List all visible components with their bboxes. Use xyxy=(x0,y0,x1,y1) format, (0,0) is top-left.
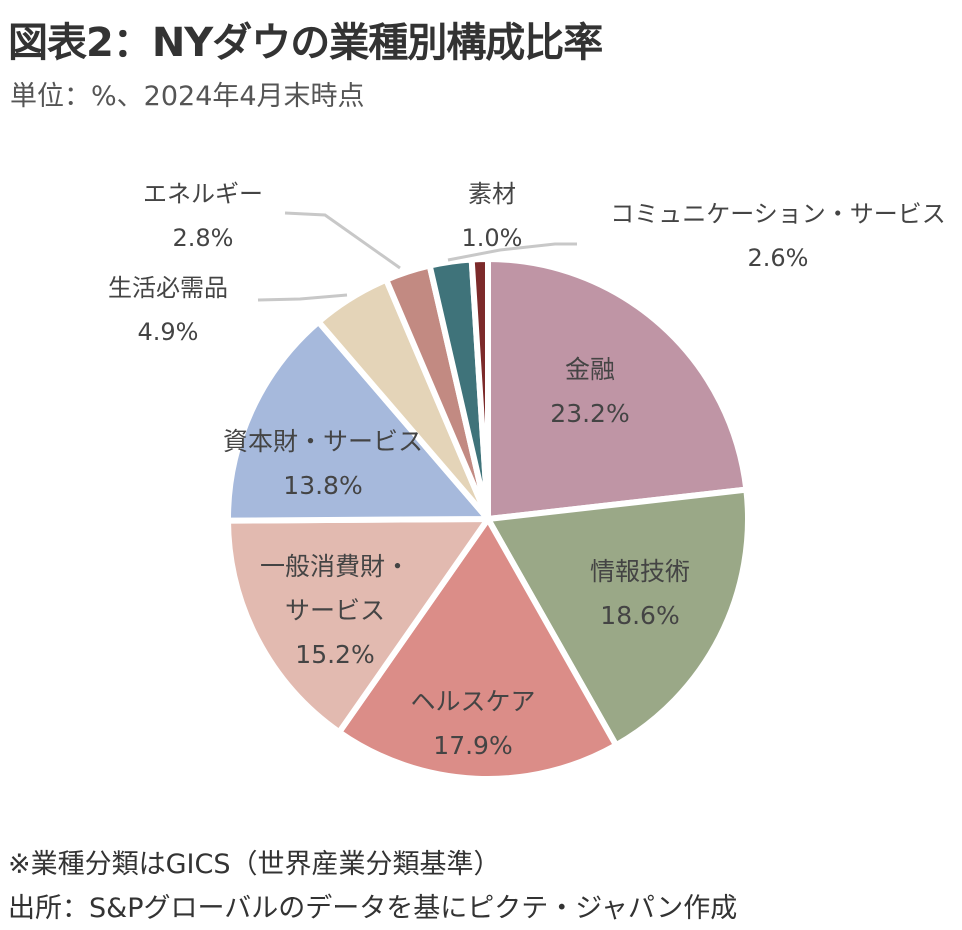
leader-line-comm xyxy=(447,242,577,262)
pie-slice-3 xyxy=(225,516,491,736)
slice-label-it: 情報技術 18.6% xyxy=(589,557,691,630)
pie-slice-0 xyxy=(485,256,750,522)
footnote-source: 出所：S&Pグローバルのデータを基にピクテ・ジャパン作成 xyxy=(8,893,738,924)
chart-subtitle: 単位：%、2024年4月末時点 xyxy=(10,81,365,112)
slice-label-consumer-disc: 一般消費財・ サービス 15.2% xyxy=(259,552,411,669)
slice-label-energy: エネルギー 2.8% xyxy=(143,180,263,252)
slice-label-financials: 金融 23.2% xyxy=(550,355,630,428)
pie-slice-4 xyxy=(225,318,491,524)
slice-label-industrials: 資本財・サービス 13.8% xyxy=(222,427,424,500)
pie-slice-1 xyxy=(485,486,751,749)
slice-label-comm: コミュニケーション・サービス 2.6% xyxy=(610,200,946,272)
slice-label-staples: 生活必需品 4.9% xyxy=(108,274,228,346)
pie-slice-2 xyxy=(336,516,620,782)
leader-line-energy xyxy=(284,211,401,270)
footnote-classification: ※業種分類はGICS（世界産業分類基準） xyxy=(8,849,501,880)
slice-label-materials: 素材 1.0% xyxy=(461,180,523,252)
chart-title: 図表2：NYダウの業種別構成比率 xyxy=(8,20,603,66)
leader-line-staples xyxy=(257,293,348,302)
slice-label-healthcare: ヘルスケア 17.9% xyxy=(410,687,536,760)
pie-slice-8 xyxy=(468,256,491,522)
